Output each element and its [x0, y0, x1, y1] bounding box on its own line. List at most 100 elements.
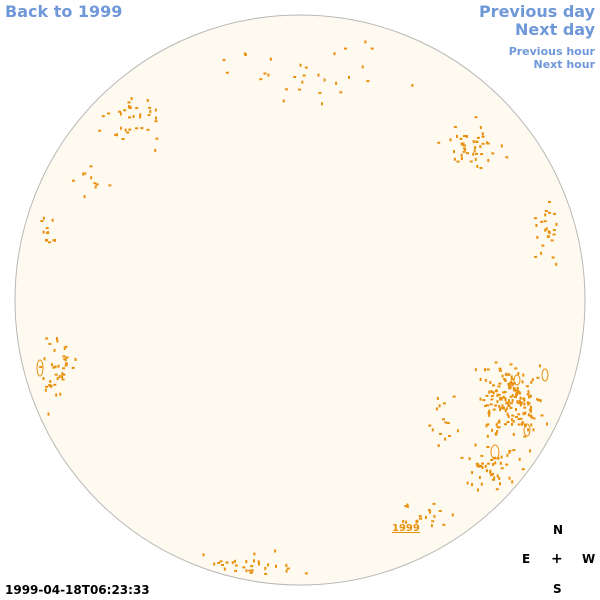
active-region-mark: [541, 244, 545, 247]
active-region-mark: [462, 150, 466, 153]
active-region-mark: [431, 520, 435, 523]
active-region-mark: [530, 380, 533, 384]
active-region-mark: [479, 378, 482, 381]
active-region-mark: [463, 144, 467, 147]
back-to-year-link[interactable]: Back to 1999: [5, 2, 123, 21]
active-region-mark: [135, 107, 139, 110]
active-region-mark: [126, 131, 130, 134]
next-hour-link[interactable]: Next hour: [533, 58, 596, 71]
active-region-mark: [522, 412, 525, 416]
active-region-mark: [453, 150, 455, 154]
active-region-mark: [479, 126, 482, 129]
active-region-mark: [486, 434, 489, 438]
active-region-mark: [523, 406, 527, 409]
active-region-mark: [490, 395, 494, 397]
active-region-mark: [361, 65, 364, 69]
active-region-mark: [253, 559, 255, 563]
active-region-contour: [523, 423, 531, 437]
active-region-mark: [517, 423, 521, 426]
center-year-link[interactable]: 1999: [392, 523, 420, 534]
active-region-contour: [490, 444, 500, 460]
active-region-mark: [515, 393, 518, 396]
compass-south-label: S: [553, 582, 562, 596]
active-region-mark: [527, 402, 531, 405]
active-region-mark: [484, 404, 487, 407]
active-region-mark: [529, 409, 532, 413]
active-region-mark: [43, 357, 46, 361]
active-region-mark: [225, 561, 229, 564]
active-region-mark: [511, 383, 514, 387]
active-region-mark: [494, 433, 498, 436]
active-region-mark: [74, 358, 77, 361]
active-region-mark: [456, 160, 460, 163]
active-region-mark: [285, 563, 288, 567]
active-region-mark: [518, 399, 521, 403]
active-region-mark: [475, 152, 478, 155]
active-region-mark: [299, 63, 302, 67]
active-region-marks: [36, 40, 558, 575]
active-region-mark: [487, 462, 490, 465]
active-region-mark: [532, 428, 535, 432]
active-region-mark: [499, 482, 501, 486]
active-region-mark: [513, 388, 517, 391]
active-region-mark: [107, 112, 111, 115]
active-region-mark: [527, 390, 530, 394]
active-region-mark: [405, 520, 408, 524]
active-region-mark: [90, 176, 93, 180]
active-region-mark: [491, 428, 494, 432]
active-region-mark: [40, 220, 44, 222]
active-region-mark: [479, 167, 483, 169]
active-region-mark: [267, 563, 270, 567]
active-region-mark: [243, 52, 246, 56]
active-region-mark: [234, 559, 236, 563]
active-region-mark: [460, 456, 464, 459]
active-region-mark: [48, 384, 52, 387]
active-region-mark: [494, 361, 498, 364]
active-region-mark: [250, 565, 254, 568]
active-region-mark: [508, 476, 511, 480]
active-region-mark: [128, 116, 131, 119]
active-region-mark: [506, 412, 509, 416]
next-day-link[interactable]: Next day: [515, 20, 595, 39]
active-region-mark: [39, 366, 43, 368]
active-region-mark: [540, 220, 544, 223]
active-region-mark: [485, 394, 489, 397]
active-region-mark: [488, 390, 491, 394]
previous-day-link[interactable]: Previous day: [478, 2, 595, 21]
active-region-mark: [471, 483, 473, 487]
active-region-mark: [494, 461, 497, 465]
active-region-mark: [485, 469, 488, 473]
active-region-mark: [507, 373, 511, 376]
active-region-mark: [411, 83, 414, 87]
active-region-mark: [127, 101, 131, 104]
active-region-mark: [553, 212, 556, 215]
active-region-mark: [509, 395, 513, 398]
active-region-mark: [269, 57, 272, 61]
active-region-mark: [479, 397, 482, 401]
active-region-mark: [42, 230, 45, 234]
active-region-mark: [530, 416, 534, 419]
active-region-mark: [282, 99, 285, 103]
active-region-mark: [446, 422, 450, 425]
active-region-mark: [223, 567, 226, 571]
active-region-mark: [45, 239, 49, 241]
active-region-mark: [484, 368, 486, 372]
active-region-mark: [505, 156, 509, 159]
active-region-mark: [49, 380, 52, 383]
active-region-mark: [498, 367, 502, 370]
active-region-mark: [456, 429, 459, 433]
active-region-mark: [514, 367, 518, 370]
active-region-mark: [123, 109, 127, 112]
active-region-mark: [544, 210, 548, 212]
active-region-mark: [47, 412, 50, 416]
active-region-mark: [537, 399, 541, 402]
active-region-mark: [510, 375, 513, 379]
active-region-mark: [63, 358, 67, 361]
previous-hour-link[interactable]: Previous hour: [508, 45, 595, 58]
active-region-mark: [293, 76, 297, 78]
active-region-mark: [56, 339, 59, 343]
active-region-mark: [155, 116, 157, 120]
active-region-mark: [504, 398, 507, 402]
active-region-mark: [460, 153, 463, 157]
active-region-mark: [514, 416, 518, 418]
